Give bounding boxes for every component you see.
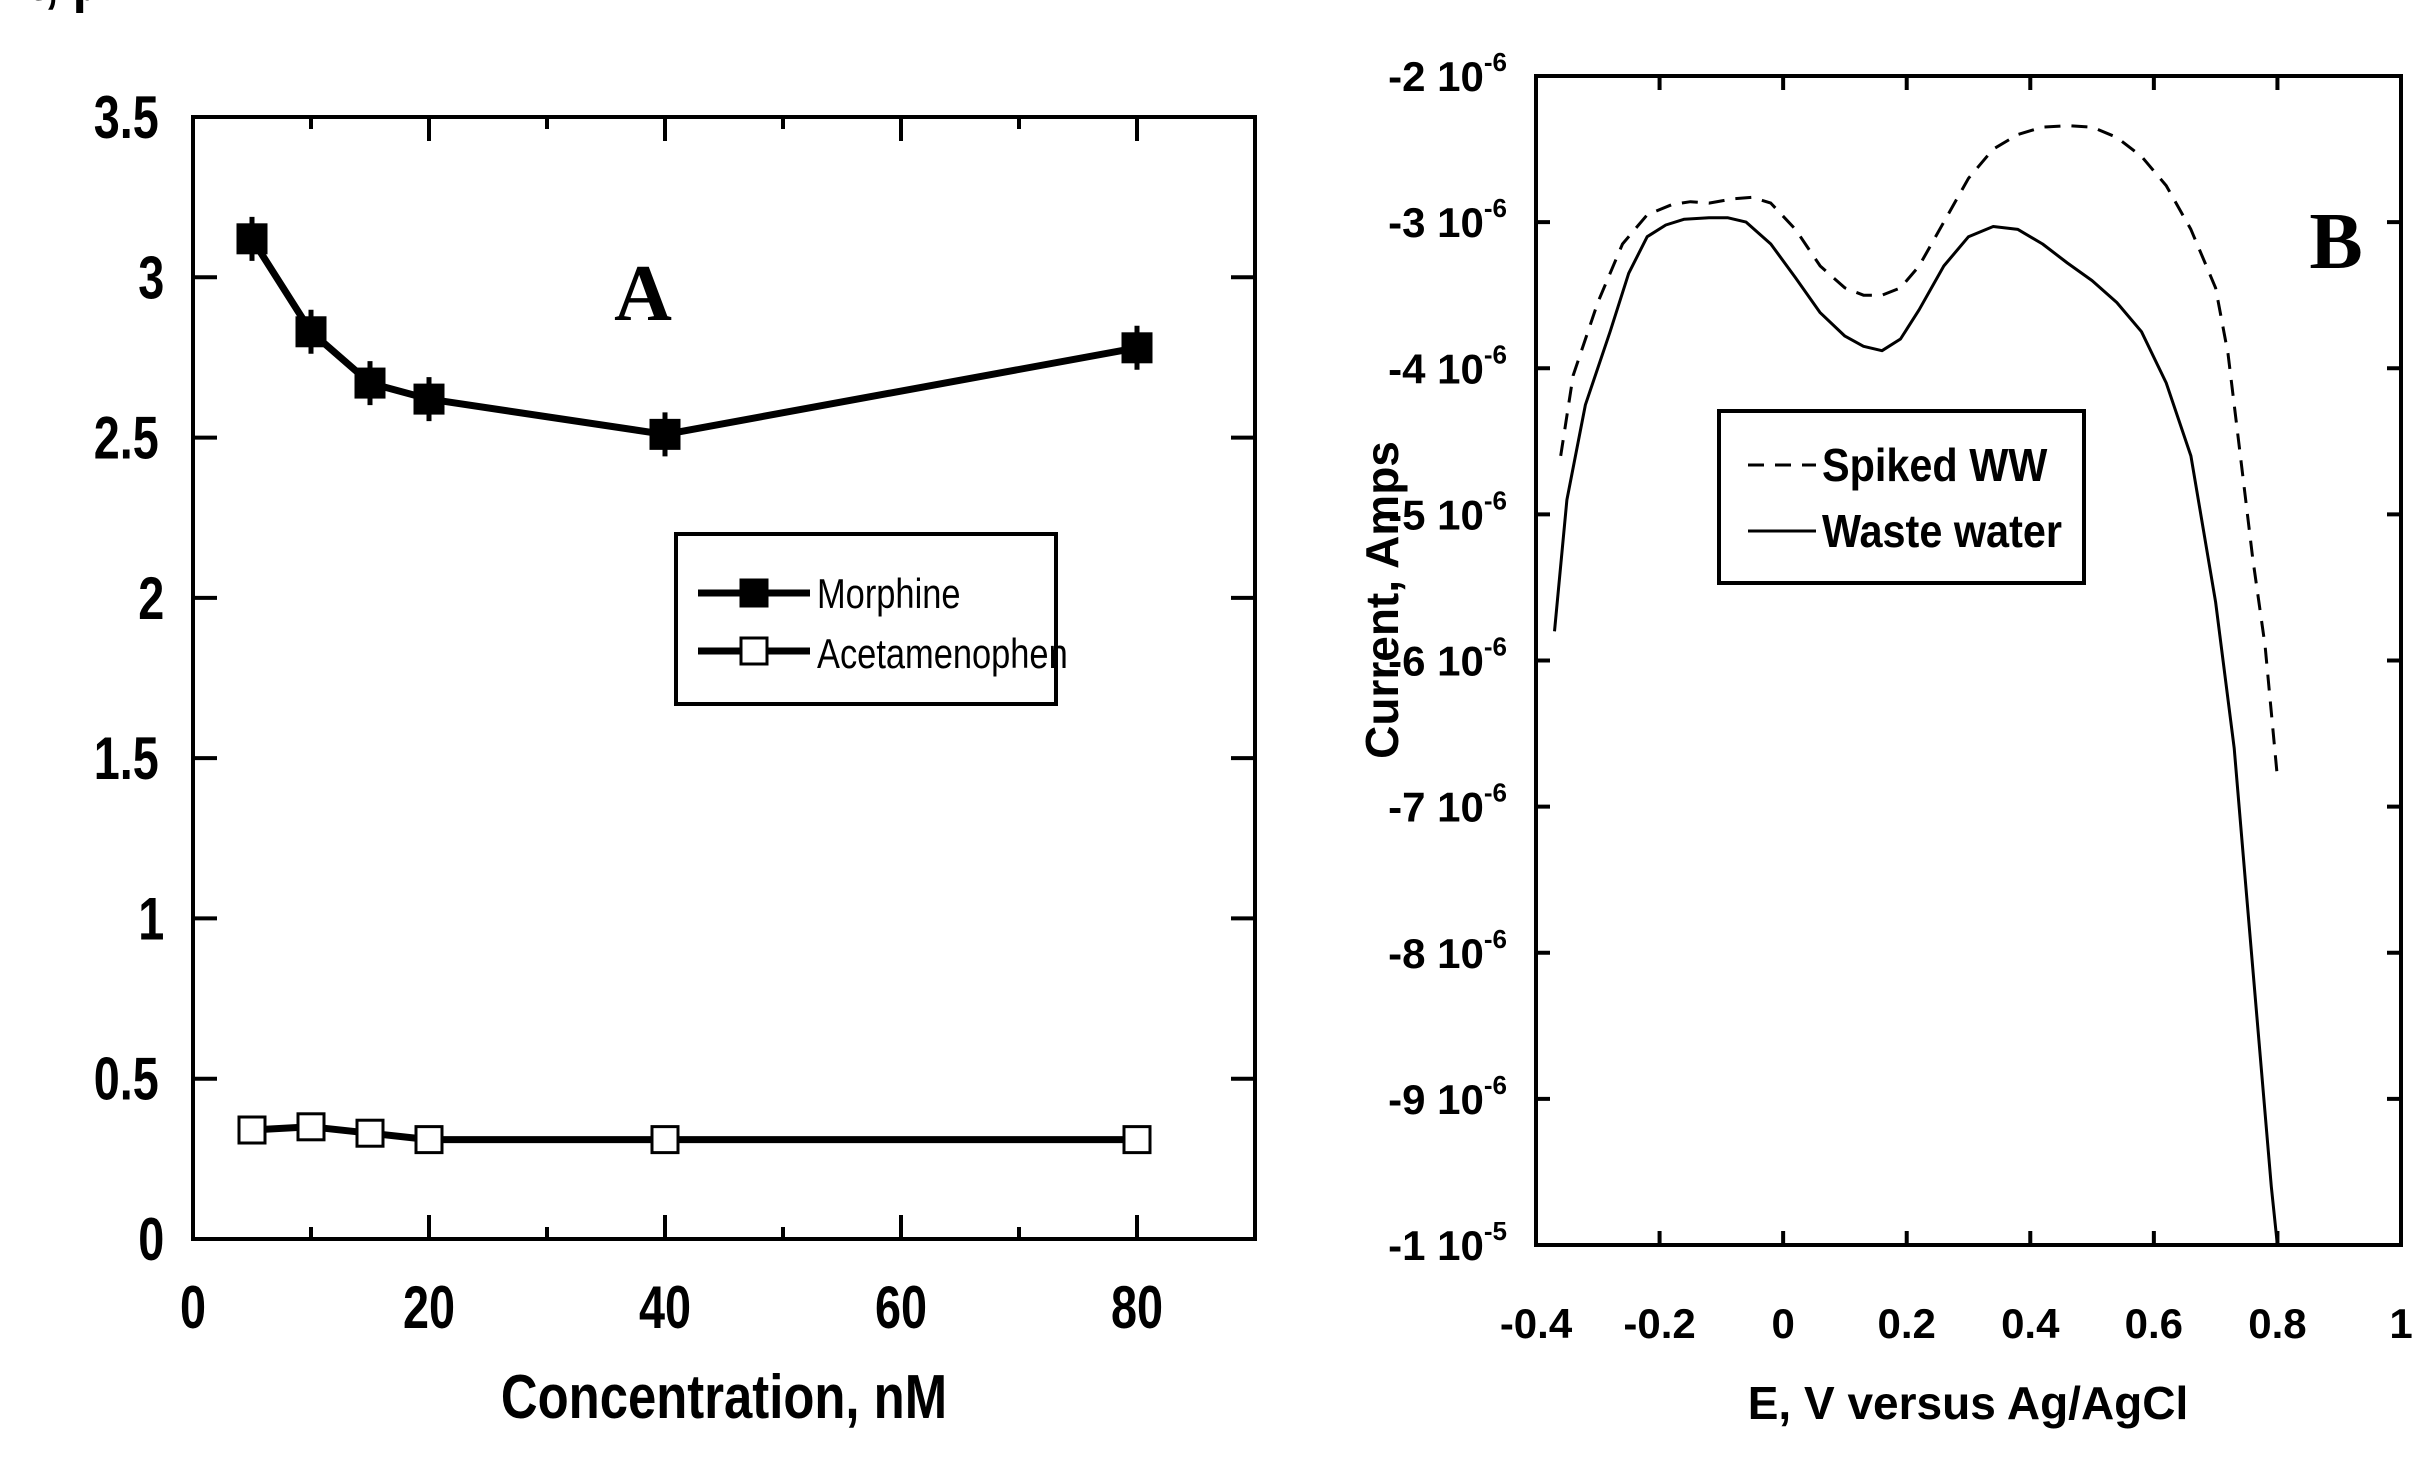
chart-a-x-tick-label: 80 bbox=[1111, 1274, 1163, 1341]
chart-b-x-tick-label: 0.6 bbox=[2125, 1300, 2183, 1347]
chart-b-y-tick-label: -9 10-6 bbox=[1388, 1070, 1507, 1123]
chart-b: -2 10-6 -3 10-6 -4 10-6 -5 10-6 -6 10-6 -7 10… bbox=[1356, 47, 2413, 1429]
chart-a-x-axis: 0 20 40 60 80 bbox=[180, 117, 1163, 1341]
chart-b-x-tick-label: 1 bbox=[2389, 1300, 2412, 1347]
legend-marker-morphine bbox=[739, 578, 769, 608]
chart-a: 0 0.5 1 1.5 2 2.5 3 3.5 0 20 40 60 80 Concentration… bbox=[0, 0, 1257, 1432]
chart-b-y-tick-label: -5 10-6 bbox=[1388, 485, 1507, 538]
chart-b-x-axis-label: E, V versus Ag/AgCl bbox=[1748, 1377, 2189, 1429]
data-point-acetamenophen bbox=[414, 1125, 444, 1155]
legend-label-waste-water: Waste water bbox=[1822, 506, 2062, 558]
data-point-acetamenophen bbox=[1122, 1125, 1152, 1155]
legend-label-spiked-ww: Spiked WW bbox=[1822, 440, 2048, 492]
chart-a-y-tick-label: 0 bbox=[138, 1206, 164, 1273]
chart-a-x-axis-label: Concentration, nM bbox=[501, 1363, 947, 1432]
series-line-morphine bbox=[249, 236, 1138, 438]
legend-label-acetamenophen: Acetamenophen bbox=[817, 631, 1068, 678]
chart-b-y-tick-label: -8 10-6 bbox=[1388, 924, 1507, 977]
chart-b-y-tick-label: -7 10-6 bbox=[1388, 778, 1507, 831]
series-line-spiked-ww bbox=[1559, 124, 2279, 778]
chart-b-y-tick-label: -3 10-6 bbox=[1388, 193, 1507, 246]
chart-a-y-axis-label: Current, µA bbox=[0, 0, 139, 14]
legend-label-morphine: Morphine bbox=[817, 571, 961, 618]
data-point-acetamenophen bbox=[296, 1112, 326, 1142]
chart-b-y-tick-label: -6 10-6 bbox=[1388, 632, 1507, 685]
chart-b-x-tick-label: 0 bbox=[1771, 1300, 1794, 1347]
chart-b-series bbox=[1553, 124, 2279, 1246]
chart-b-y-axis-label: Current, Amps bbox=[1356, 441, 1408, 759]
chart-a-y-tick-label: 0.5 bbox=[94, 1046, 159, 1113]
chart-b-x-tick-label: -0.2 bbox=[1623, 1300, 1695, 1347]
chart-b-x-tick-label: 0.4 bbox=[2001, 1300, 2060, 1347]
legend-marker-acetamenophen bbox=[739, 636, 769, 666]
chart-b-y-axis: -2 10-6 -3 10-6 -4 10-6 -5 10-6 -6 10-6 -7 10… bbox=[1388, 47, 2401, 1269]
chart-b-legend-box bbox=[1717, 409, 2086, 585]
chart-a-x-tick-label: 40 bbox=[639, 1274, 691, 1341]
chart-b-legend: Spiked WW Waste water bbox=[1717, 409, 2086, 585]
chart-a-x-tick-label: 20 bbox=[403, 1274, 455, 1341]
chart-b-plot-frame bbox=[1534, 74, 2403, 1247]
data-point-acetamenophen bbox=[237, 1115, 267, 1145]
chart-a-legend-box bbox=[674, 532, 1058, 706]
series-line-waste-water bbox=[1553, 216, 2279, 1246]
chart-b-y-tick-label: -2 10-6 bbox=[1388, 47, 1507, 100]
chart-b-panel-letter: B bbox=[2309, 198, 2362, 286]
series-line-acetamenophen bbox=[251, 1123, 1137, 1144]
chart-b-y-tick-label: -1 10-5 bbox=[1388, 1216, 1507, 1269]
chart-a-x-tick-label: 0 bbox=[180, 1274, 206, 1341]
data-point-acetamenophen bbox=[650, 1125, 680, 1155]
chart-b-x-tick-label: 0.8 bbox=[2248, 1300, 2306, 1347]
chart-a-x-tick-label: 60 bbox=[875, 1274, 927, 1341]
chart-a-y-tick-label: 3.5 bbox=[94, 84, 159, 151]
chart-b-x-tick-label: 0.2 bbox=[1878, 1300, 1936, 1347]
chart-b-x-axis: -0.4 -0.2 0 0.2 0.4 0.6 0.8 1 bbox=[1500, 76, 2413, 1347]
chart-a-y-tick-label: 1 bbox=[138, 886, 164, 953]
chart-a-plot-frame bbox=[191, 115, 1257, 1241]
chart-b-x-tick-label: -0.4 bbox=[1500, 1300, 1573, 1347]
chart-a-y-tick-label: 2.5 bbox=[94, 405, 159, 472]
chart-a-legend: Morphine Acetamenophen bbox=[674, 532, 1068, 706]
chart-a-y-tick-label: 1.5 bbox=[94, 726, 159, 793]
chart-a-y-axis: 0 0.5 1 1.5 2 2.5 3 3.5 bbox=[94, 84, 1255, 1273]
chart-a-y-tick-label: 2 bbox=[138, 565, 164, 632]
chart-b-y-tick-label: -4 10-6 bbox=[1388, 339, 1507, 392]
chart-a-panel-letter: A bbox=[614, 250, 672, 338]
data-point-acetamenophen bbox=[355, 1118, 385, 1148]
chart-a-series bbox=[236, 216, 1153, 1155]
chart-a-y-tick-label: 3 bbox=[138, 245, 164, 312]
